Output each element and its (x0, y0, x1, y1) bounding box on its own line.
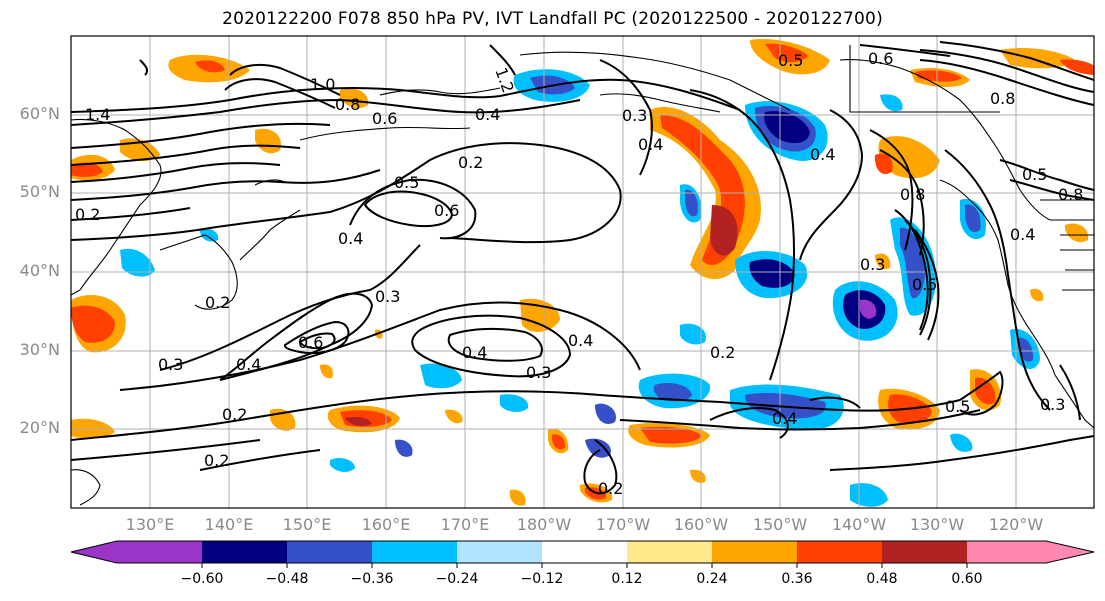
coastlines (71, 45, 1094, 506)
contour-label: 0.5 (945, 397, 970, 416)
lat-label: 30°N (19, 340, 60, 359)
colorbar-tick-label: 0.60 (951, 571, 983, 587)
map-area: 1.4 1.0 0.8 1.2 0.6 0.4 0.3 0.2 0.5 0.6 … (71, 36, 1094, 508)
colorbar-tick-label: 0.24 (696, 571, 728, 587)
lon-label: 140°W (831, 515, 887, 534)
lat-label: 40°N (19, 261, 60, 280)
lat-label: 50°N (19, 182, 60, 201)
contour-label: 0.5 (778, 51, 803, 70)
colorbar-high-extend (1046, 541, 1094, 563)
lat-label: 20°N (19, 418, 60, 437)
lon-label: 180°W (516, 515, 572, 534)
colorbar-low-extend (71, 541, 117, 563)
contour-label: 0.2 (458, 153, 483, 172)
contour-label: 0.3 (622, 106, 647, 125)
lon-label: 170°E (440, 515, 490, 534)
contour-label: 0.2 (710, 343, 735, 362)
contour-label: 0.8 (1058, 185, 1083, 204)
contour-label: 0.4 (810, 145, 835, 164)
colorbar-tick-label: 0.36 (781, 571, 813, 587)
contour-label: 0.8 (990, 89, 1015, 108)
contour-label: 0.2 (598, 479, 623, 498)
pv-shading (71, 39, 1094, 507)
contour-label: 0.4 (338, 229, 363, 248)
contour-label: 0.6 (434, 201, 459, 220)
contour-label: 0.2 (204, 451, 229, 470)
contour-label: 0.4 (1010, 225, 1035, 244)
contour-label: 1.0 (310, 75, 335, 94)
contour-label: 0.2 (205, 293, 230, 312)
contour-label: 0.3 (1040, 395, 1065, 414)
contour-label: 0.3 (375, 287, 400, 306)
contour-label: 0.4 (475, 105, 500, 124)
contour-label: 0.3 (526, 363, 551, 382)
lat-label: 60°N (19, 104, 60, 123)
contour-labels: 1.4 1.0 0.8 1.2 0.6 0.4 0.3 0.2 0.5 0.6 … (75, 49, 1083, 498)
contour-label: 0.6 (372, 109, 397, 128)
contour-label: 0.4 (568, 331, 593, 350)
lon-label: 130°W (909, 515, 965, 534)
contour-label: 0.5 (394, 173, 419, 192)
lon-label: 170°W (595, 515, 651, 534)
colorbar-tick-label: 0.12 (611, 571, 643, 587)
lon-label: 160°W (673, 515, 729, 534)
map-title: 2020122200 F078 850 hPa PV, IVT Landfall… (222, 9, 883, 29)
contour-label: 0.6 (868, 49, 893, 68)
colorbar-tick-label: −0.60 (180, 571, 224, 587)
colorbar-tick-label: 0.48 (866, 571, 898, 587)
colorbar-tick-label: −0.24 (435, 571, 479, 587)
colorbar-tick-label: −0.12 (520, 571, 564, 587)
map-frame (70, 35, 1095, 509)
contour-label: 0.4 (462, 343, 487, 362)
contour-label: 0.4 (638, 135, 663, 154)
contour-label: 0.2 (75, 205, 100, 224)
lon-label: 130°E (125, 515, 175, 534)
lon-label: 150°W (752, 515, 808, 534)
lon-label: 160°E (361, 515, 411, 534)
contour-label: 0.3 (158, 355, 183, 374)
lon-label: 120°W (988, 515, 1044, 534)
lon-label: 150°E (282, 515, 332, 534)
contour-label: 0.2 (222, 405, 247, 424)
contour-label: 1.4 (85, 105, 110, 124)
colorbar-tick-label: −0.48 (265, 571, 309, 587)
contour-label: 0.8 (335, 95, 360, 114)
contour-label: 0.6 (298, 333, 323, 352)
ivt-contours (71, 41, 1094, 495)
contour-label: 0.4 (236, 355, 261, 374)
lon-label: 140°E (204, 515, 254, 534)
contour-label: 0.3 (860, 255, 885, 274)
colorbar-tick-label: −0.36 (350, 571, 394, 587)
contour-label: 0.5 (1022, 165, 1047, 184)
contour-label: 0.5 (912, 275, 937, 294)
colorbar (70, 540, 1095, 568)
contour-label: 0.4 (772, 409, 797, 428)
contour-label: 0.8 (900, 185, 925, 204)
